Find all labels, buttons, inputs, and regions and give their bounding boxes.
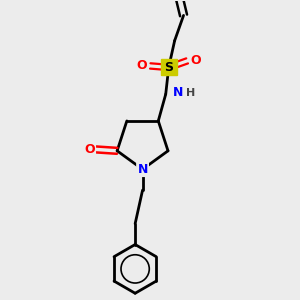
Text: O: O [191,54,201,68]
Text: O: O [84,143,95,156]
Text: N: N [137,163,148,176]
Text: S: S [164,61,173,74]
Text: H: H [186,88,195,98]
Text: O: O [136,59,147,72]
Text: N: N [172,86,183,99]
